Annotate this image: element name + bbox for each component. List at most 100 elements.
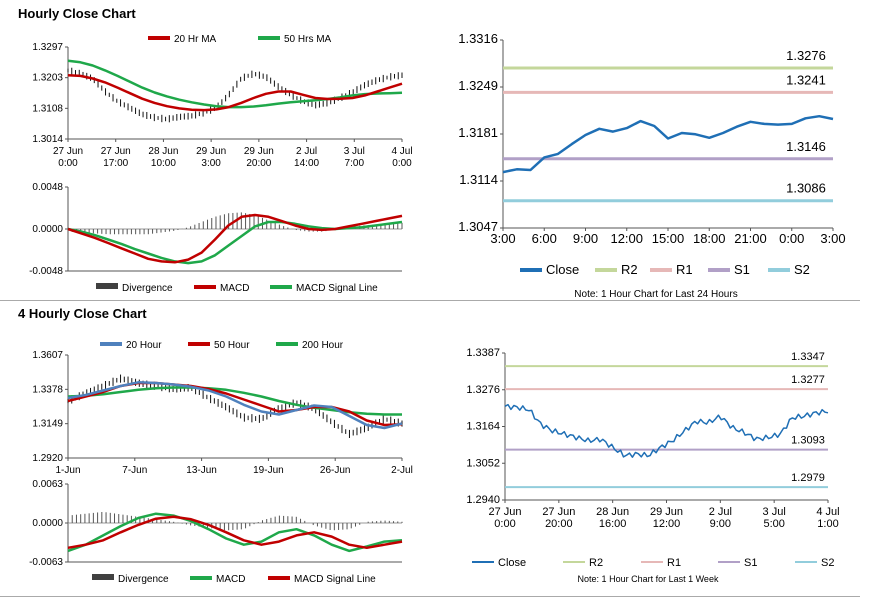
- 4h-week-x-tick-time: 12:00: [653, 518, 681, 530]
- hourly-price-y-tick-label: 1.3014: [32, 134, 63, 145]
- 4h-macd-y-tick-label: 0.0063: [32, 479, 63, 490]
- 4h-macd-y-tick-label: -0.0063: [29, 557, 63, 568]
- section-title-hourly: Hourly Close Chart: [18, 6, 136, 21]
- hourly-24h-x-tick-label: 3:00: [820, 231, 845, 246]
- 4h-week-legend-item-label: S1: [744, 557, 757, 569]
- 4h-week-y-tick-label: 1.3164: [466, 421, 500, 433]
- 4h-legend-ma50-label: 50 Hour: [214, 340, 250, 351]
- 4h-macd-legend-divergence-label: Divergence: [118, 574, 169, 585]
- hourly-price-x-tick-date: 3 Jul: [344, 146, 365, 157]
- 4h-week-x-tick-date: 29 Jun: [650, 506, 683, 518]
- section-separator: [0, 300, 860, 301]
- 4h-legend-ma20-label: 20 Hour: [126, 340, 162, 351]
- 4h-week-x-tick-time: 0:00: [494, 518, 515, 530]
- hourly-24h-level-label: 1.3241: [786, 72, 826, 87]
- hourly-24h-x-tick-label: 0:00: [779, 231, 804, 246]
- hourly-24h-level-label: 1.3086: [786, 181, 826, 196]
- hourly-macd-y-tick-label: 0.0048: [32, 182, 63, 193]
- 4h-price-x-tick-label: 1-Jun: [55, 465, 80, 476]
- 4h-week-x-tick-time: 5:00: [763, 518, 784, 530]
- hourly-24h-y-tick-label: 1.3114: [459, 172, 498, 187]
- 4h-week-close-line: [504, 403, 829, 458]
- 4h-week-level-label: 1.3277: [791, 374, 825, 386]
- 4h-week-x-tick-time: 1:00: [817, 518, 838, 530]
- hourly-price-x-tick-time: 0:00: [58, 158, 78, 169]
- 4h-week-y-tick-label: 1.3276: [466, 384, 500, 396]
- hourly-price-x-tick-date: 27 Jun: [53, 146, 83, 157]
- hourly-ma50-line: [67, 59, 403, 109]
- hourly-24h-legend-item-label: S2: [794, 262, 810, 277]
- hourly-price-x-tick-time: 3:00: [201, 158, 221, 169]
- hourly-24h-x-tick-label: 21:00: [734, 231, 767, 246]
- hourly-price-x-tick-time: 0:00: [392, 158, 412, 169]
- hourly-24h-y-tick-label: 1.3316: [458, 31, 498, 46]
- hourly-price-x-tick-time: 10:00: [151, 158, 176, 169]
- hourly-legend-ma50-label: 50 Hrs MA: [284, 34, 332, 45]
- hourly-price-x-tick-date: 27 Jun: [101, 146, 131, 157]
- 4h-week-x-tick-time: 16:00: [599, 518, 627, 530]
- 4h-week-x-tick-time: 20:00: [545, 518, 573, 530]
- hourly-24h-y-tick-label: 1.3181: [458, 125, 498, 140]
- 4h-week-level-label: 1.3347: [791, 351, 825, 363]
- hourly-macd-legend-divergence-label: Divergence: [122, 283, 173, 294]
- hourly-macd-legend-macd-label: MACD: [220, 283, 249, 294]
- 4h-price-x-tick-label: 7-Jun: [122, 465, 147, 476]
- hourly-macd-signal-line: [67, 220, 403, 265]
- 4h-week-level-label: 1.2979: [791, 472, 825, 484]
- 4h-week-y-tick-label: 1.3052: [466, 457, 500, 469]
- hourly-macd-legend-signal-label: MACD Signal Line: [296, 283, 378, 294]
- hourly-24h-legend-item-label: Close: [546, 262, 579, 277]
- 4h-price-x-tick-label: 26-Jun: [320, 465, 351, 476]
- hourly-24h-x-tick-label: 9:00: [573, 231, 598, 246]
- bottom-separator: [0, 596, 860, 597]
- 4h-week-level-label: 1.3093: [791, 435, 825, 447]
- hourly-24h-y-tick-label: 1.3249: [458, 78, 498, 93]
- hourly-macd-y-tick-label: 0.0000: [32, 224, 63, 235]
- hourly-24h-level-label: 1.3146: [786, 139, 826, 154]
- 4h-week-legend-item-label: S2: [821, 557, 834, 569]
- section-title-4hourly: 4 Hourly Close Chart: [18, 306, 147, 321]
- hourly-price-x-tick-time: 20:00: [246, 158, 271, 169]
- 4h-price-x-tick-label: 13-Jun: [186, 465, 217, 476]
- hourly-macd-legend-divergence-swatch: [96, 283, 118, 289]
- 4h-price-x-tick-label: 2-Jul: [391, 465, 413, 476]
- 4h-price-y-tick-label: 1.2920: [32, 453, 63, 464]
- hourly-price-x-tick-date: 29 Jun: [244, 146, 274, 157]
- 4h-week-legend-item-label: Close: [498, 557, 526, 569]
- 4h-price-y-tick-label: 1.3149: [32, 419, 63, 430]
- 4h-ma20-line: [67, 381, 403, 430]
- 4h-price-y-tick-label: 1.3607: [32, 350, 63, 361]
- 4h-week-x-tick-date: 3 Jul: [763, 506, 786, 518]
- 4h-macd-legend-divergence-swatch: [92, 574, 114, 580]
- hourly-24h-x-tick-label: 15:00: [652, 231, 685, 246]
- 4h-macd-legend-macd-label: MACD: [216, 574, 245, 585]
- 4h-macd-y-tick-label: 0.0000: [32, 518, 63, 529]
- hourly-price-x-tick-time: 7:00: [345, 158, 365, 169]
- 4h-week-legend-item-label: R1: [667, 557, 681, 569]
- hourly-24h-x-tick-label: 18:00: [693, 231, 726, 246]
- 4h-week-y-tick-label: 1.3387: [466, 347, 500, 359]
- 4h-week-note: Note: 1 Hour Chart for Last 1 Week: [578, 574, 719, 584]
- hourly-price-x-tick-time: 17:00: [103, 158, 128, 169]
- 4h-legend-ma200-label: 200 Hour: [302, 340, 344, 351]
- 4h-price-y-tick-label: 1.3378: [32, 384, 63, 395]
- hourly-24h-legend-item-label: S1: [734, 262, 750, 277]
- 4h-week-x-tick-date: 27 Jun: [488, 506, 521, 518]
- hourly-price-x-tick-time: 14:00: [294, 158, 319, 169]
- hourly-price-x-tick-date: 29 Jun: [196, 146, 226, 157]
- 4h-week-x-tick-date: 28 Jun: [596, 506, 629, 518]
- 4h-week-y-tick-label: 1.2940: [466, 494, 500, 506]
- hourly-legend-ma20-label: 20 Hr MA: [174, 34, 217, 45]
- hourly-24h-level-label: 1.3276: [786, 48, 826, 63]
- 4h-week-x-tick-date: 27 Jun: [542, 506, 575, 518]
- hourly-24h-x-tick-label: 12:00: [610, 231, 643, 246]
- hourly-price-x-tick-date: 28 Jun: [148, 146, 178, 157]
- hourly-24h-note: Note: 1 Hour Chart for Last 24 Hours: [574, 289, 737, 300]
- hourly-price-y-tick-label: 1.3108: [32, 103, 63, 114]
- hourly-macd-line: [67, 213, 403, 264]
- hourly-24h-x-tick-label: 6:00: [532, 231, 557, 246]
- hourly-price-y-tick-label: 1.3297: [32, 42, 63, 53]
- 4h-week-x-tick-date: 4 Jul: [816, 506, 839, 518]
- hourly-24h-legend-item-label: R2: [621, 262, 638, 277]
